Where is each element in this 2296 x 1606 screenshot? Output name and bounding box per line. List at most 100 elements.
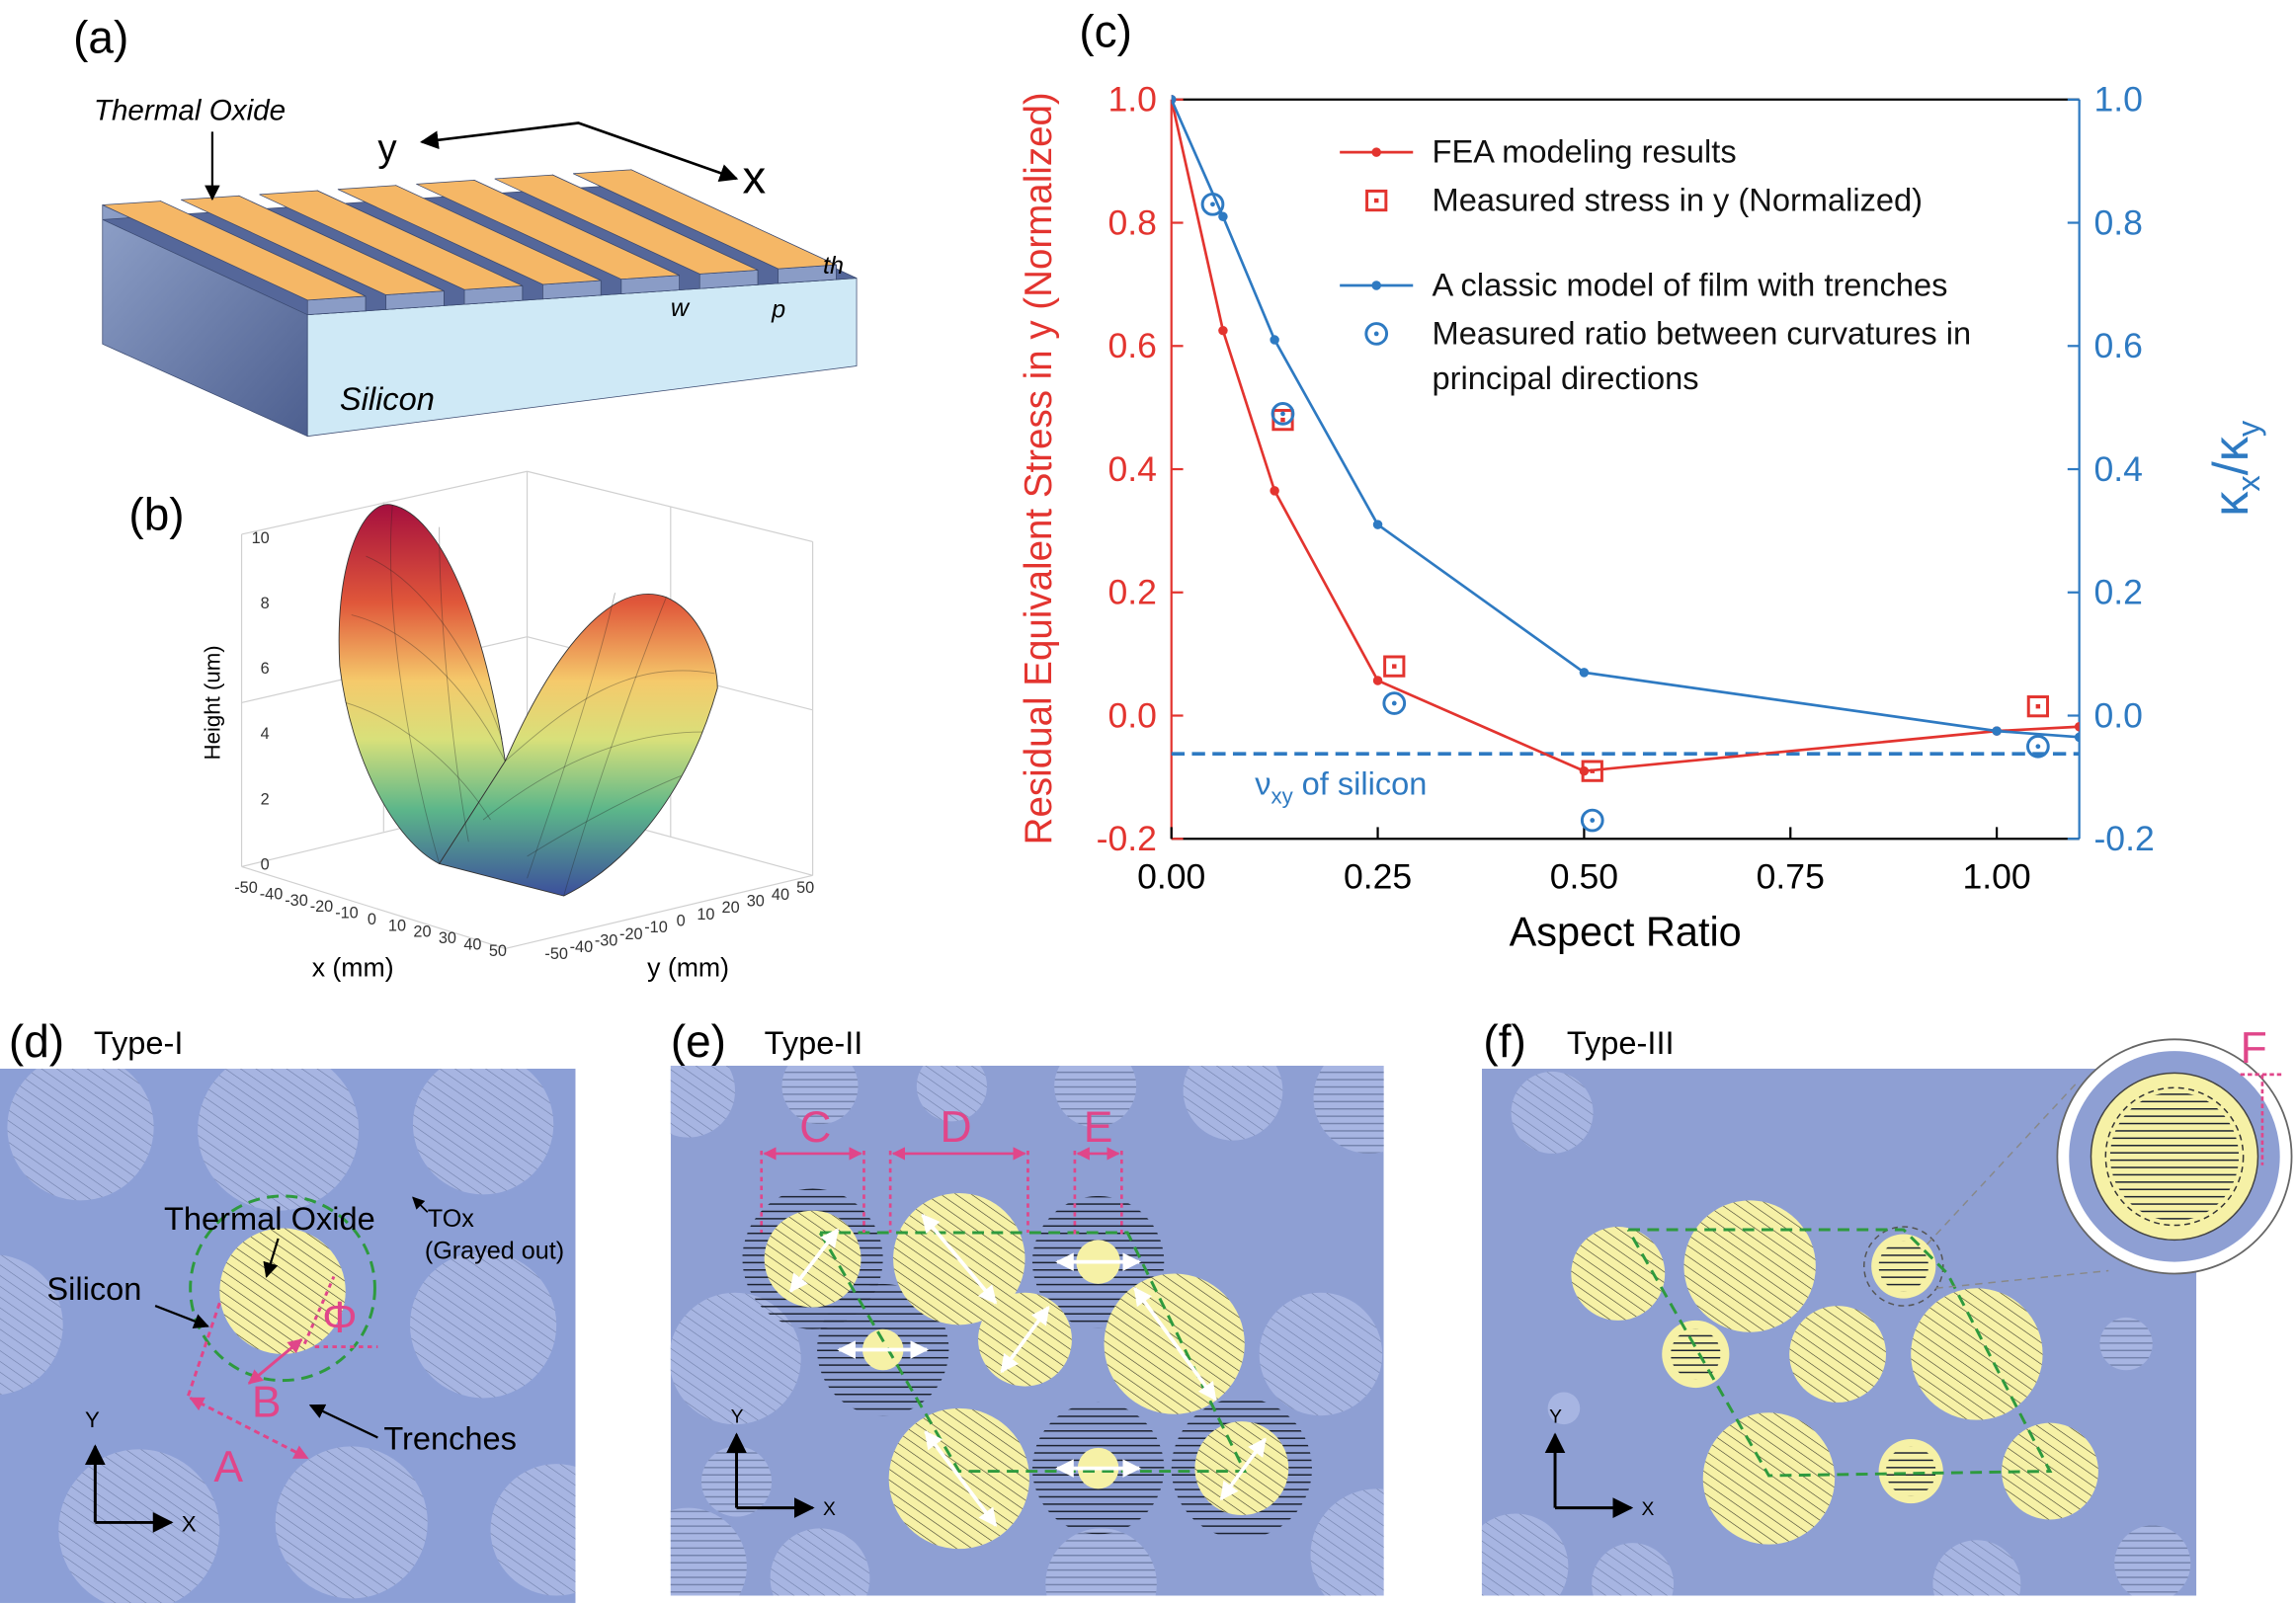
panel-label: (c): [1079, 5, 1132, 56]
y-tick-label: 1.0: [1107, 80, 1156, 120]
point: [1364, 322, 1389, 346]
grayed-circle: [1310, 1488, 1384, 1596]
axis-label: x: [742, 152, 766, 204]
block-3d: [102, 169, 858, 438]
dimension-lines: [186, 1302, 221, 1399]
dimension-lines: [302, 1275, 336, 1345]
grayed-circle: [670, 1292, 801, 1425]
z-tick-label: 8: [261, 595, 270, 612]
y-tick-label: 0.8: [1107, 202, 1156, 242]
oxide-disk: [1671, 1328, 1721, 1380]
x-tick-label: 0.25: [1344, 857, 1412, 897]
stress-arrow: [788, 1213, 1268, 1527]
subscript: xy: [1271, 784, 1293, 809]
label: TOx: [428, 1205, 475, 1233]
point: [1365, 189, 1388, 212]
point: [1218, 211, 1228, 222]
surface-mesh: [351, 614, 506, 762]
grayed-circle: [770, 1528, 870, 1596]
y-tick-label: -50: [544, 945, 568, 963]
point-center: [2035, 703, 2041, 709]
axis-label: X: [823, 1499, 836, 1520]
point: [2074, 722, 2080, 732]
surface-mesh: [345, 505, 715, 897]
grayed-circle: [7, 1068, 154, 1201]
panel-type: Type-II: [765, 1024, 863, 1061]
y2-tick-label: 0.2: [2093, 573, 2142, 612]
point: [1579, 668, 1590, 678]
x-tick-label: 40: [463, 935, 481, 953]
point-center: [1590, 818, 1596, 823]
dimension-lines: [247, 1338, 303, 1385]
point-center: [1280, 417, 1285, 423]
lattice: [670, 1065, 1384, 1596]
y2-axis-title: y: [2230, 420, 2266, 437]
point-center: [1391, 700, 1397, 706]
zoom-lines: [1926, 1083, 2078, 1245]
surface-mesh: [505, 670, 715, 763]
axes-glyph: [1544, 1432, 1634, 1518]
panel-label: (b): [128, 489, 184, 540]
oxide-strip: [102, 201, 367, 301]
grayed-circle: [2099, 1317, 2153, 1371]
legend-label: FEA modeling results: [1433, 133, 1737, 170]
x-tick-label: -40: [260, 885, 284, 903]
surface-mesh: [366, 555, 503, 740]
point: [1270, 335, 1279, 345]
y-tick-label: 0.0: [1107, 695, 1156, 735]
grayed-circle: [670, 1507, 747, 1596]
x-tick-label: -50: [234, 879, 258, 897]
x-axis-title: Aspect Ratio: [1510, 908, 1742, 954]
legend-text: Measured ratio between curvatures in pri…: [1432, 314, 1972, 397]
y2-axis-title: x: [2230, 475, 2266, 491]
axis-label: Y: [1549, 1407, 1562, 1428]
grayed-circle: [1592, 1543, 1675, 1596]
symbol: ν: [1255, 765, 1271, 802]
pointer: [263, 1238, 280, 1278]
y2-axis-title: /: [2202, 461, 2258, 475]
point: [1270, 486, 1279, 496]
y-tick-label: 0: [677, 912, 686, 929]
y-tick-label: 50: [796, 879, 814, 897]
legend-text: Measured stress in y (Normalized): [1432, 181, 1924, 218]
y2-axis-title: κ: [2202, 436, 2258, 461]
label: Thermal Oxide: [94, 95, 286, 127]
oxide-disk: [1571, 1227, 1666, 1321]
x-tick-label: 0.75: [1757, 857, 1825, 897]
x-tick-label: 0: [368, 911, 376, 928]
y2-tick-label: 0.4: [2093, 449, 2142, 489]
label: E: [1084, 1103, 1113, 1152]
grayed-circle: [0, 1068, 576, 1603]
grayed-circle: [916, 1065, 987, 1122]
grayed-circle: [0, 1254, 63, 1396]
panel-type: Type-III: [1567, 1024, 1675, 1061]
point: [1171, 95, 1177, 105]
oxide-disk: [1702, 1412, 1836, 1545]
point: [1372, 676, 1383, 685]
x-tick-label: -10: [335, 905, 359, 923]
pointer: [412, 1196, 429, 1213]
label: Thermal Oxide: [164, 1200, 375, 1237]
y-tick-label: 40: [772, 886, 789, 904]
direction-arrow: [420, 121, 739, 183]
axis-label: X: [1641, 1499, 1654, 1520]
y-tick-label: -10: [644, 919, 668, 936]
point: [1581, 760, 1603, 782]
dimension-lines: [186, 1275, 378, 1460]
z-tick-label: 10: [252, 529, 270, 547]
y2-axis-title: κ: [2202, 491, 2258, 517]
axis-label: X: [182, 1511, 197, 1536]
grayed-circle: [1511, 1071, 1594, 1154]
zoom-lines: [1926, 1083, 2109, 1290]
y2-tick-label: 0.8: [2093, 202, 2142, 242]
surface-mesh: [439, 526, 469, 843]
dimension-lines: [189, 1397, 309, 1460]
legend-text: A classic model of film with trenches: [1432, 266, 1948, 303]
chart: -0.2 0.0 0.2 0.4 0.6 0.8 1.0 -0.2 0.0 0.2 0.4 0.6 0.…: [1097, 80, 2155, 897]
legend-entry: Measured stress in y (Normalized): [1365, 181, 1924, 218]
surface: [338, 504, 506, 865]
stress-arrow: [1133, 1286, 1217, 1402]
legend-label: Measured stress in y (Normalized): [1432, 181, 1924, 218]
grayed-circle: [1932, 1540, 2021, 1596]
